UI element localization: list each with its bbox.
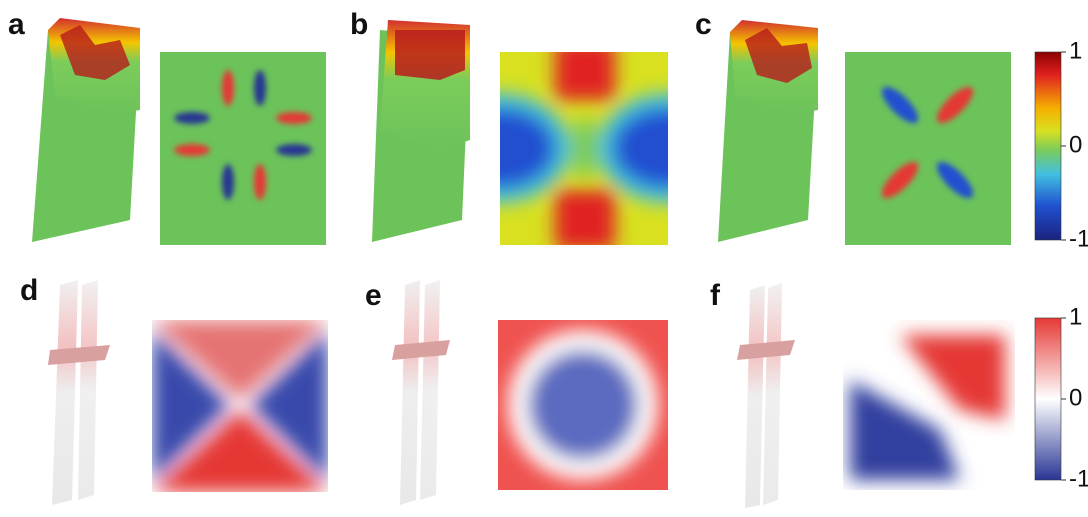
- heatmap: [160, 52, 326, 245]
- panel-label: d: [20, 274, 38, 307]
- slab-3d: [48, 280, 110, 505]
- colorbar-tick-label: 0: [1069, 131, 1082, 158]
- heatmap: [152, 320, 328, 492]
- colorbar-tick-label: -1: [1069, 225, 1088, 252]
- panel-label: a: [8, 8, 25, 41]
- colorbar: [1034, 317, 1062, 481]
- heatmap: [498, 320, 668, 490]
- panel-label: f: [710, 279, 721, 312]
- panel-label: b: [350, 8, 368, 41]
- slab-3d: [737, 283, 795, 508]
- heatmap: [843, 320, 1015, 490]
- heatmap: [500, 52, 668, 245]
- column-3d: [372, 20, 470, 242]
- column-3d: [32, 18, 140, 242]
- heatmap: [845, 52, 1011, 245]
- colorbar: [1034, 51, 1062, 241]
- colorbar-tick-label: 1: [1069, 37, 1082, 64]
- panel-label: e: [365, 279, 382, 312]
- column-3d: [718, 20, 818, 242]
- panel-label: c: [695, 8, 712, 41]
- colorbar-tick-label: -1: [1069, 465, 1088, 492]
- colorbar-tick-label: 0: [1069, 384, 1082, 411]
- colorbar-tick-label: 1: [1069, 303, 1082, 330]
- slab-3d: [392, 280, 450, 505]
